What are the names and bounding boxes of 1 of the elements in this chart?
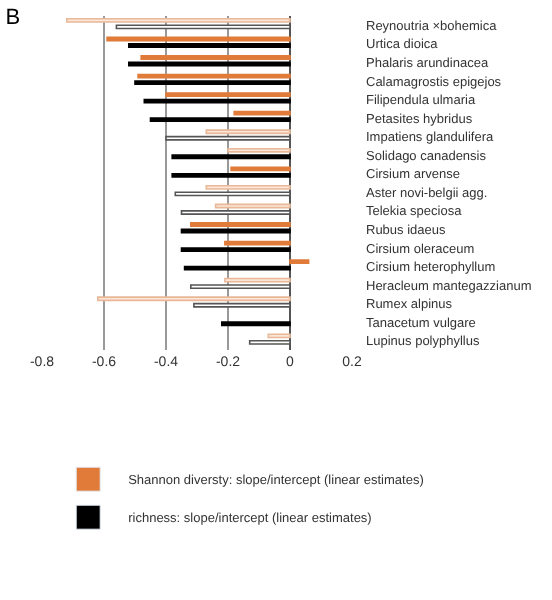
chart-title: B (5, 6, 21, 31)
